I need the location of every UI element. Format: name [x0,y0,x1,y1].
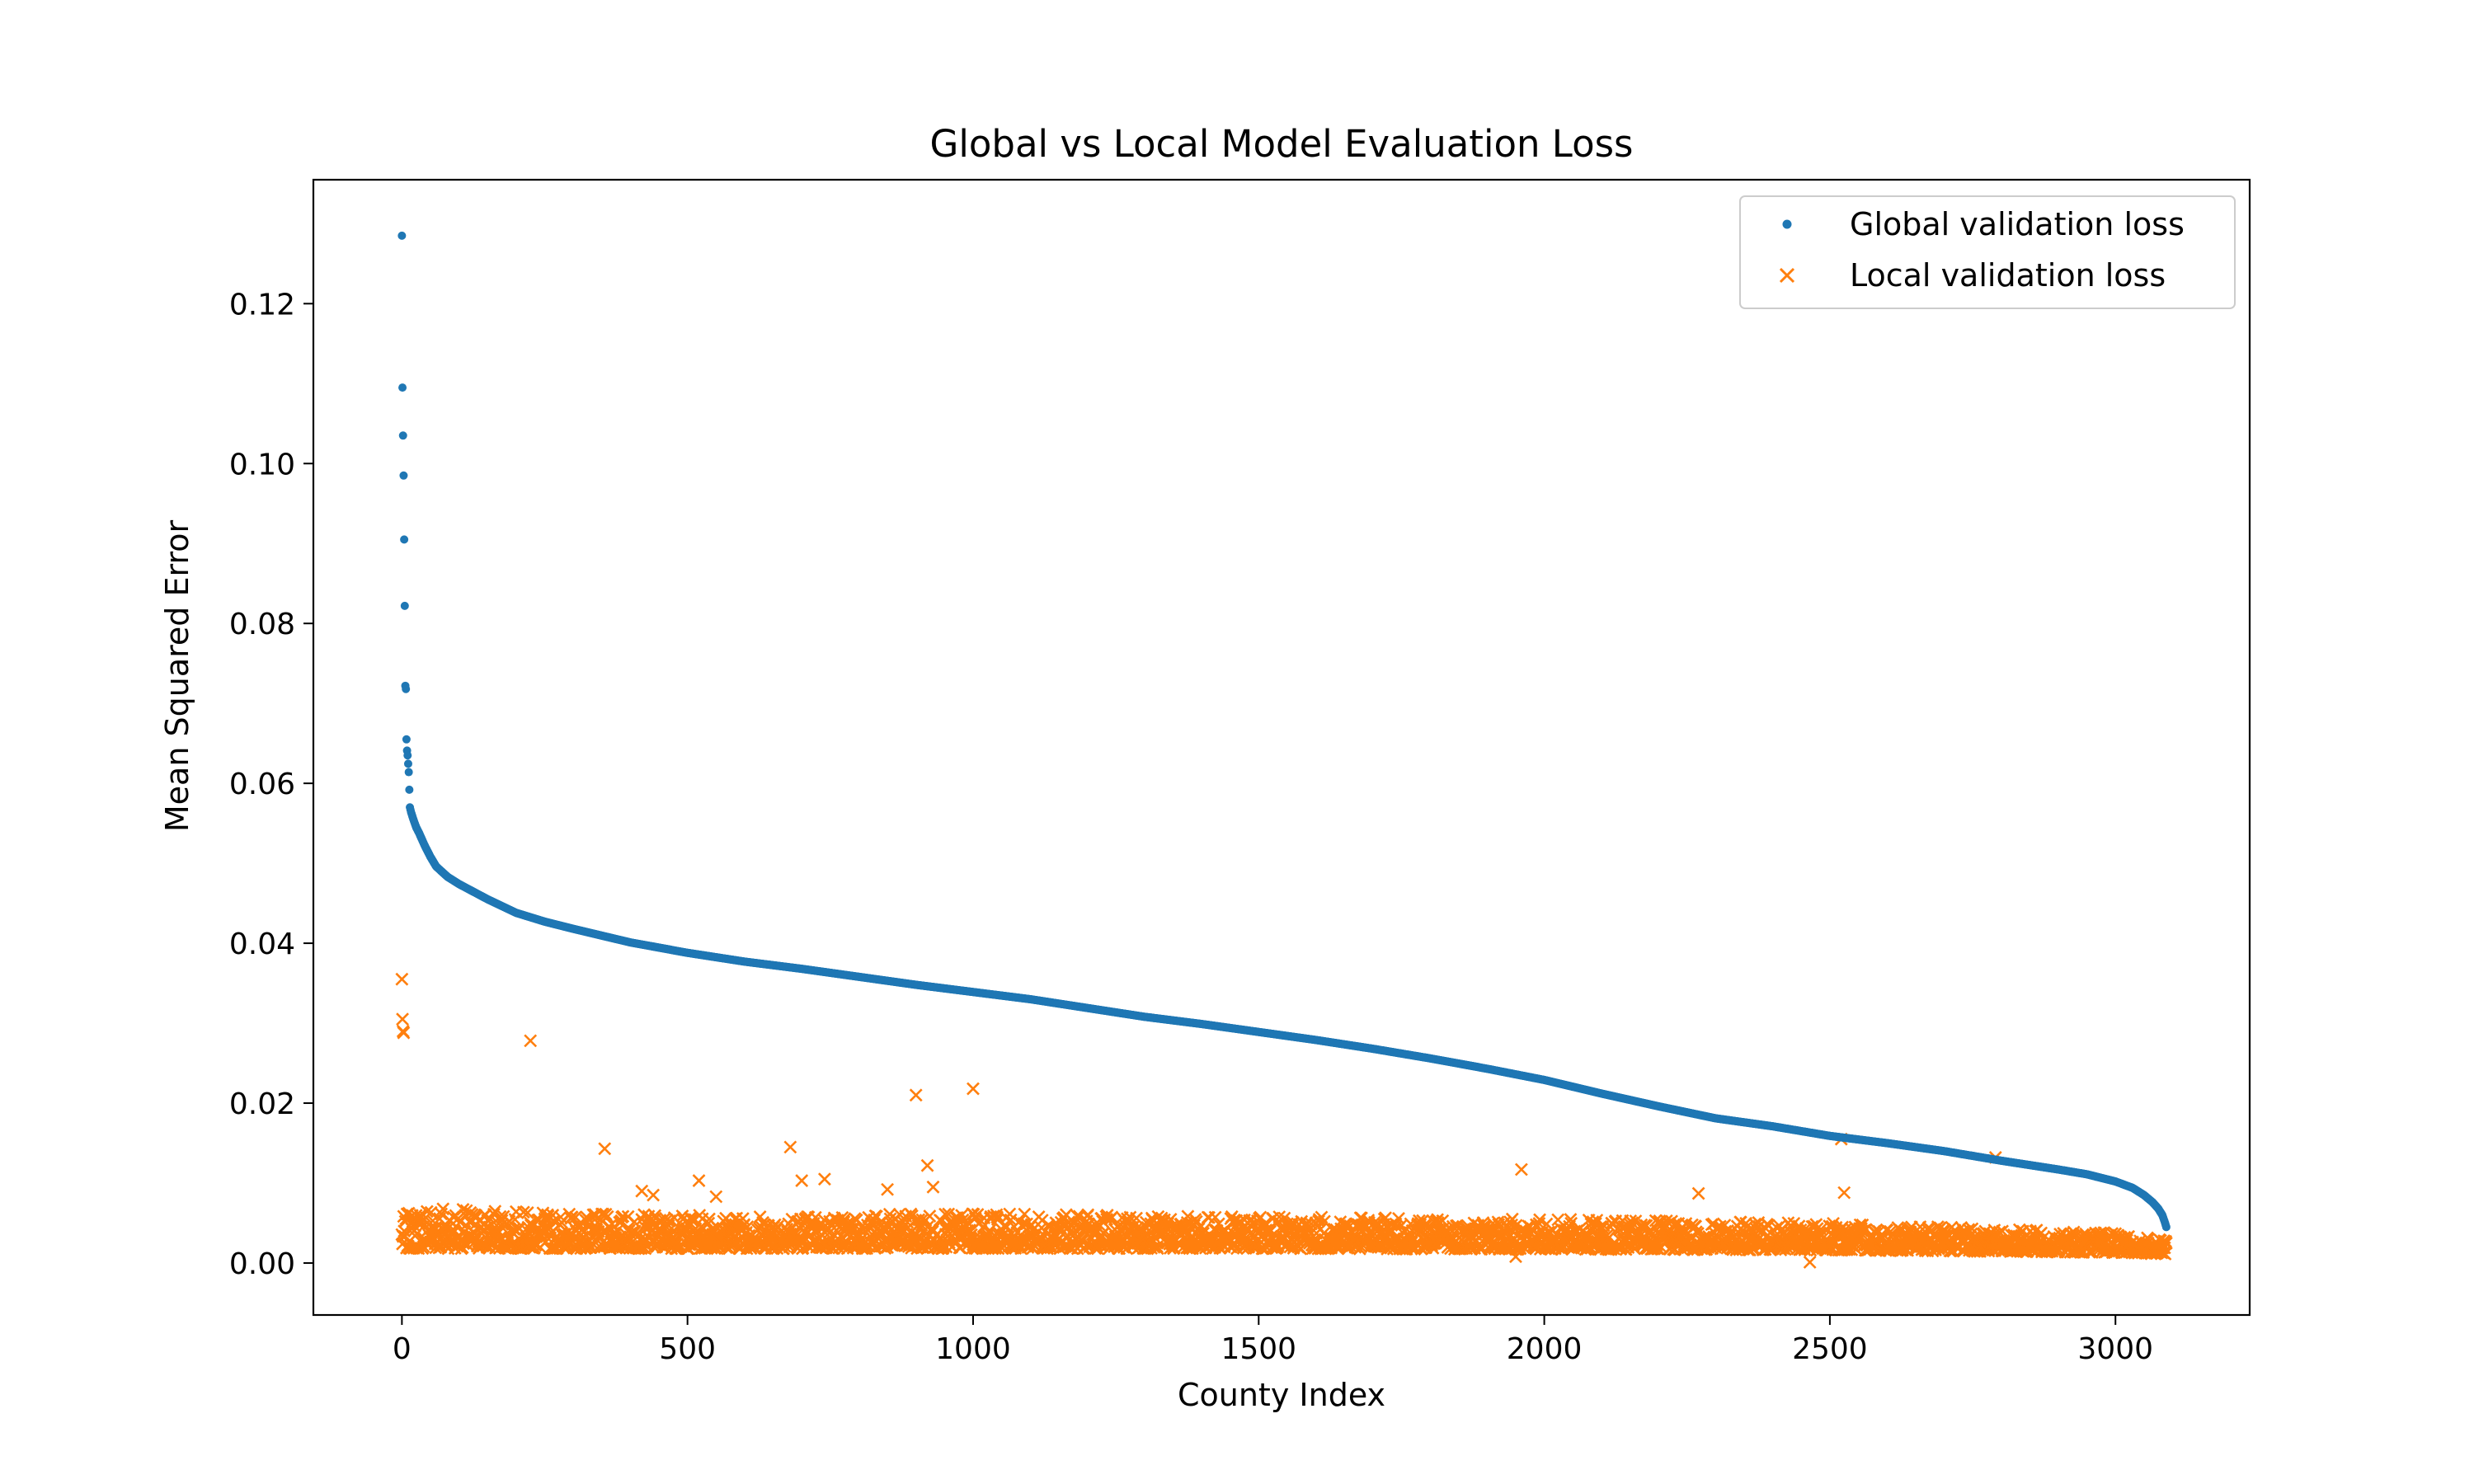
local-loss-point [616,1209,630,1223]
global-loss-point [398,431,407,440]
local-loss-point [436,1202,450,1216]
local-loss-point [942,1207,956,1221]
global-loss-point [402,684,411,693]
global-loss-point [405,785,414,794]
series-local-validation-loss [395,972,2173,1269]
local-loss-point [633,1228,647,1242]
local-loss-point [685,1214,699,1228]
local-loss-point [576,1225,590,1239]
local-loss-point [420,1205,434,1219]
local-loss-point [520,1206,534,1219]
global-loss-point [404,768,413,777]
global-loss-point [402,735,411,744]
global-loss-point [403,759,412,768]
global-loss-point [398,383,407,392]
global-loss-point [397,231,407,240]
local-loss-point [543,1221,557,1235]
chart-title: Global vs Local Model Evaluation Loss [929,122,1633,166]
plot-area [395,231,2173,1269]
global-loss-point [400,601,409,610]
local-loss-point [516,1205,530,1219]
global-loss-point [400,535,409,544]
local-loss-point [757,1218,771,1232]
local-loss-point [923,1209,937,1223]
global-loss-point [399,471,408,480]
local-loss-point [600,1209,614,1223]
local-loss-point [459,1204,473,1218]
global-loss-point [403,751,412,760]
local-loss-point [870,1209,883,1223]
